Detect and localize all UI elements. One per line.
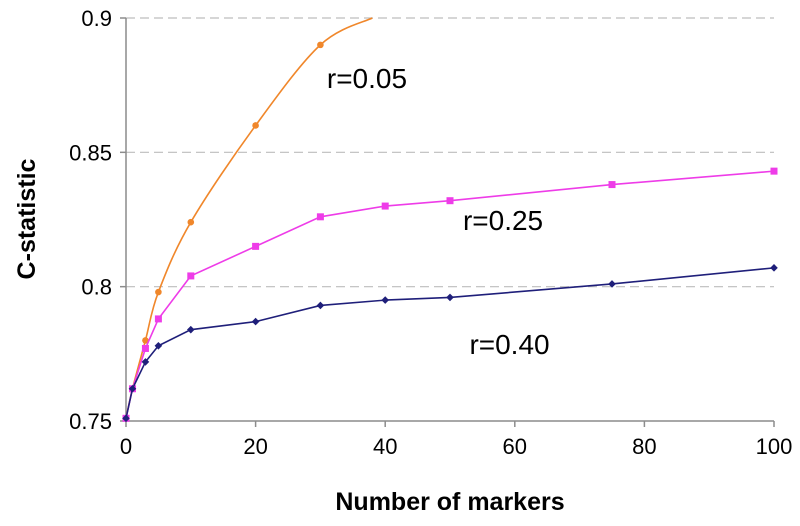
data-point xyxy=(381,202,389,210)
x-tick-label: 100 xyxy=(756,434,793,459)
data-point xyxy=(155,288,162,296)
data-point xyxy=(770,264,778,272)
data-point xyxy=(154,341,163,350)
y-tick-label: 0.8 xyxy=(81,275,112,300)
x-tick-label: 20 xyxy=(243,434,267,459)
data-point xyxy=(141,358,150,366)
data-point xyxy=(122,414,130,423)
data-point xyxy=(608,181,616,189)
data-point xyxy=(187,325,195,334)
series-line xyxy=(125,267,775,419)
data-point xyxy=(187,218,195,226)
y-tick-label: 0.75 xyxy=(69,409,112,434)
series-annotation: r=0.40 xyxy=(469,329,549,360)
data-point xyxy=(381,296,389,304)
annotations: r=0.05 r=0.25 r=0.40 xyxy=(327,63,550,360)
data-point xyxy=(154,315,162,323)
x-tick-label: 40 xyxy=(373,434,397,459)
series-diamond xyxy=(122,264,778,423)
x-axis-title: Number of markers xyxy=(335,488,564,516)
data-point xyxy=(251,317,260,326)
x-tick-label: 60 xyxy=(503,434,527,459)
data-point xyxy=(141,344,149,352)
tick-labels: 0.75 0.8 0.85 0.9 0 20 40 60 80 100 xyxy=(69,6,792,459)
data-point xyxy=(608,280,616,288)
data-point xyxy=(187,272,195,280)
data-point xyxy=(317,41,324,49)
data-point xyxy=(316,301,325,310)
gridlines xyxy=(126,17,774,288)
data-point xyxy=(128,384,137,393)
series-lines xyxy=(122,17,778,423)
y-axis-title: C-statistic xyxy=(13,158,41,279)
series-square xyxy=(122,167,778,422)
x-tick-label: 80 xyxy=(632,434,656,459)
axes xyxy=(120,17,775,427)
data-point xyxy=(316,213,324,221)
x-tick-label: 0 xyxy=(120,434,132,459)
series-annotation: r=0.25 xyxy=(463,205,543,236)
data-point xyxy=(252,122,259,129)
data-point xyxy=(770,167,778,175)
y-tick-label: 0.85 xyxy=(69,140,112,165)
series-annotation: r=0.05 xyxy=(327,63,407,94)
data-point xyxy=(446,293,454,302)
data-point xyxy=(446,197,454,205)
data-point xyxy=(252,242,260,250)
data-point xyxy=(142,337,149,344)
y-tick-label: 0.9 xyxy=(81,6,112,31)
